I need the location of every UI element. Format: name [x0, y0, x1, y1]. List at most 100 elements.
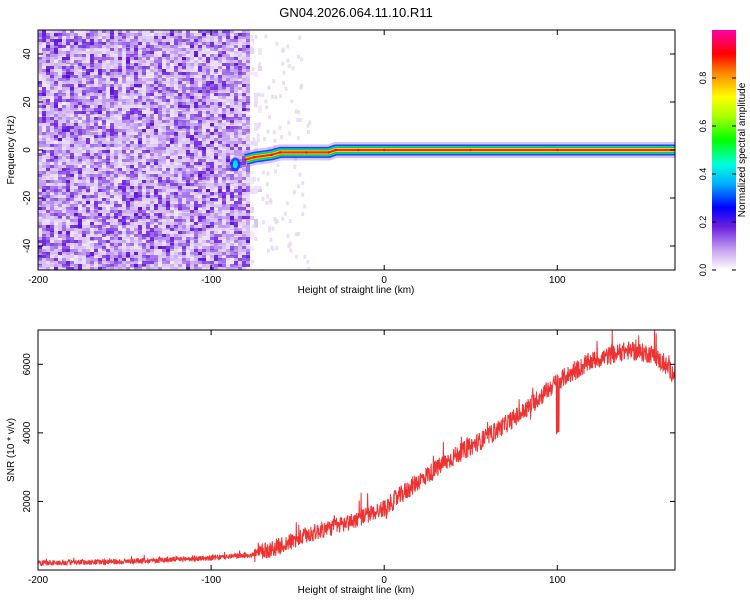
spectrogram-noise-cell: [138, 243, 142, 248]
spectrogram-noise-cell: [242, 36, 246, 39]
spectrogram-noise-cell: [98, 147, 102, 152]
spectrogram-noise-cell: [66, 222, 70, 226]
spectrogram-noise-cell: [82, 186, 86, 189]
spectrogram-noise-cell: [214, 201, 218, 205]
spectrogram-noise-cell: [230, 48, 234, 52]
spectrogram-noise-cell: [134, 84, 138, 88]
spectrogram-noise-cell: [194, 144, 198, 149]
spectrogram-noise-cell: [150, 162, 154, 166]
spectrogram-noise-cell: [94, 111, 98, 115]
spectrogram-noise-cell: [230, 261, 234, 265]
spectrogram-noise-cell: [118, 54, 122, 58]
spectrogram-noise-cell: [50, 165, 54, 168]
spectrogram-noise-cell: [90, 258, 94, 261]
spectrogram-noise-cell: [222, 204, 226, 207]
spectrogram-noise-cell: [62, 189, 66, 193]
spectrogram-noise-cell: [210, 186, 214, 191]
spectrogram-noise-cell: [182, 207, 186, 211]
spectrogram-noise-cell: [174, 45, 178, 49]
spectrogram-noise-cell: [58, 213, 62, 217]
spectrogram-noise-cell: [226, 96, 230, 101]
spectrogram-noise-cell: [226, 144, 230, 147]
spectrogram-noise-cell: [230, 36, 234, 40]
spectrogram-noise-cell: [246, 129, 250, 134]
spectrogram-noise-cell: [142, 261, 146, 266]
spectrogram-noise-cell: [122, 39, 126, 44]
spectrogram-noise-cell: [126, 99, 130, 103]
spectrogram-noise-cell: [214, 69, 218, 74]
spectrogram-noise-cell: [102, 75, 106, 80]
spectrogram-noise-cell: [142, 132, 146, 135]
spectrogram-noise-cell: [118, 147, 122, 150]
spectrogram-noise-cell: [98, 102, 102, 107]
spectrogram-noise-cell: [210, 51, 214, 56]
spectrogram-noise-cell: [122, 93, 126, 96]
spectrogram-noise-cell: [194, 180, 198, 184]
spectrogram-noise-cell: [74, 60, 78, 65]
spectrogram-noise-cell: [190, 168, 194, 171]
spectrogram-noise-cell: [206, 147, 210, 151]
spectrogram-noise-cell: [170, 204, 174, 208]
spectrogram-noise-cell: [198, 99, 202, 104]
spectrogram-noise-cell: [78, 243, 82, 248]
spectrogram-noise-cell: [62, 96, 66, 99]
spectrogram-noise-cell: [114, 126, 118, 131]
spectrogram-noise-cell: [98, 45, 102, 49]
spectrogram-noise-cell: [114, 213, 118, 218]
spectrogram-noise-cell: [126, 90, 130, 93]
spectrogram-noise-cell: [230, 30, 234, 34]
spectrogram-noise-cell: [122, 99, 126, 103]
spectrogram-noise-cell: [86, 57, 90, 61]
spectrogram-noise-cell: [78, 81, 82, 85]
spectrogram-noise-cell: [234, 216, 238, 220]
spectrogram-noise-cell: [182, 90, 186, 93]
spectrogram-noise-cell: [230, 99, 234, 104]
spectrogram-noise-cell: [58, 156, 62, 160]
spectrogram-noise-cell: [246, 147, 250, 152]
spectrogram-track-point: [334, 148, 337, 152]
spectrogram-noise-cell: [210, 225, 214, 228]
spectrogram-noise-cell: [285, 201, 289, 206]
spectrogram-noise-cell: [214, 81, 218, 84]
spectrogram-noise-cell: [114, 72, 118, 77]
spectrogram-noise-cell: [146, 198, 150, 203]
spectrogram-noise-cell: [190, 120, 194, 125]
spectrogram-noise-cell: [146, 183, 150, 187]
spectrogram-noise-cell: [202, 180, 206, 184]
spectrogram-noise-cell: [170, 138, 174, 143]
spectrogram-noise-cell: [46, 138, 50, 141]
spectrogram-noise-cell: [82, 90, 86, 95]
spectrogram-noise-cell: [238, 57, 242, 62]
spectrogram-noise-cell: [198, 234, 202, 238]
spectrogram-noise-cell: [158, 252, 162, 256]
spectrogram-noise-cell: [62, 135, 66, 140]
spectrogram-noise-cell: [234, 39, 238, 44]
spectrogram-noise-cell: [222, 264, 226, 268]
spectrogram-noise-cell: [106, 255, 110, 259]
spectrogram-noise-cell: [226, 42, 230, 46]
spectrogram-noise-cell: [146, 30, 150, 35]
spectrogram-noise-cell: [46, 177, 50, 182]
spectrogram-noise-cell: [58, 204, 62, 208]
spectrogram-noise-cell: [166, 60, 170, 65]
spectrogram-noise-cell: [130, 240, 134, 243]
spectrogram-noise-cell: [162, 75, 166, 79]
spectrogram-noise-cell: [206, 42, 210, 46]
spectrogram-noise-cell: [178, 108, 182, 111]
spectrogram-noise-cell: [238, 201, 242, 205]
spectrogram-noise-cell: [174, 222, 178, 225]
spectrogram-noise-cell: [158, 108, 162, 113]
spectrogram-noise-cell: [82, 111, 86, 116]
spectrogram-noise-cell: [194, 267, 198, 270]
spectrogram-noise-cell: [266, 129, 270, 134]
spectrogram-noise-cell: [254, 237, 258, 241]
spectrogram-noise-cell: [70, 255, 74, 258]
spectrogram-noise-cell: [246, 111, 250, 114]
spectrogram-noise-cell: [94, 231, 98, 235]
spectrogram-noise-cell: [86, 210, 90, 214]
spectrogram-noise-cell: [154, 51, 158, 56]
spectrogram-noise-cell: [154, 165, 158, 170]
spectrogram-noise-cell: [170, 240, 174, 245]
spectrogram-noise-cell: [178, 210, 182, 215]
spectrogram-noise-cell: [246, 204, 250, 207]
